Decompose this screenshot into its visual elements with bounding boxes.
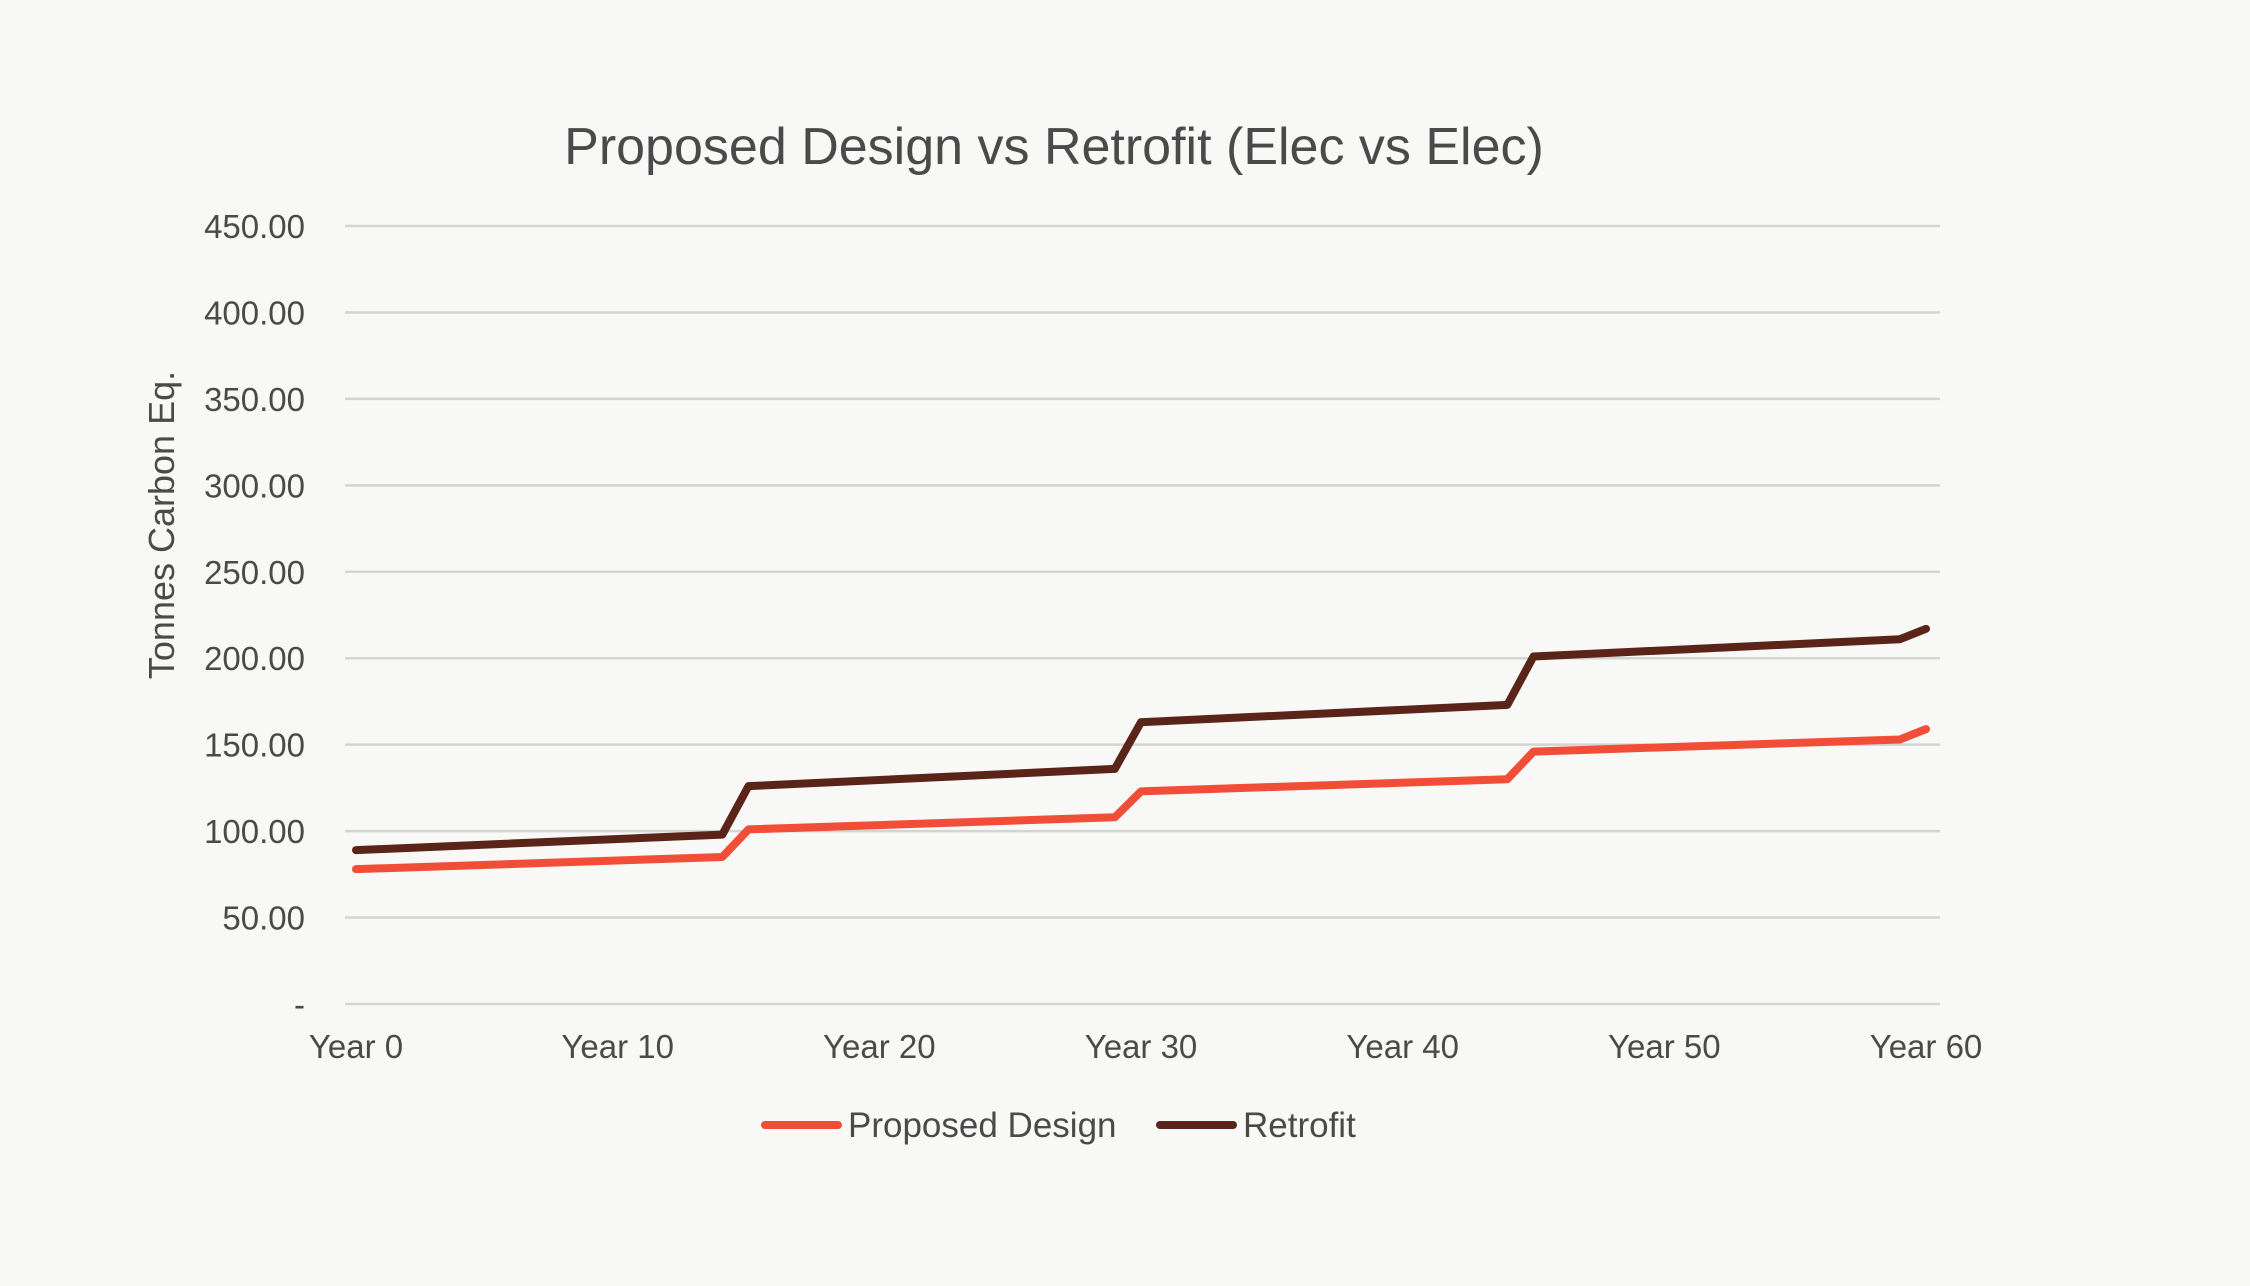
x-tick-label: Year 30 — [1085, 1028, 1198, 1065]
x-tick-label: Year 50 — [1608, 1028, 1721, 1065]
y-axis-label: Tonnes Carbon Eq. — [141, 371, 182, 679]
legend-label: Retrofit — [1243, 1106, 1356, 1145]
y-tick-label: 100.00 — [204, 813, 305, 850]
x-tick-label: Year 0 — [309, 1028, 403, 1065]
x-tick-label: Year 60 — [1870, 1028, 1983, 1065]
y-tick-label: 400.00 — [204, 294, 305, 331]
y-axis-ticks: - 50.00 100.00 150.00 200.00 250.00 300.00 350.… — [204, 208, 305, 1023]
series-lines — [352, 624, 1930, 874]
x-tick-label: Year 10 — [561, 1028, 674, 1065]
series-line-proposed-design — [352, 725, 1930, 874]
chart-title: Proposed Design vs Retrofit (Elec vs Ele… — [564, 118, 1544, 176]
gridlines — [345, 224, 1940, 1006]
y-tick-label: 50.00 — [222, 900, 305, 937]
y-tick-label: 300.00 — [204, 467, 305, 504]
y-tick-label: 250.00 — [204, 554, 305, 591]
x-axis-ticks: Year 0 Year 10 Year 20 Year 30 Year 40 Year 5… — [309, 1028, 1982, 1065]
y-tick-label: - — [294, 986, 305, 1023]
legend: Proposed Design Retrofit — [761, 1106, 1356, 1145]
y-tick-label: 150.00 — [204, 727, 305, 764]
x-tick-label: Year 20 — [823, 1028, 936, 1065]
y-tick-label: 350.00 — [204, 381, 305, 418]
series-line-retrofit — [352, 624, 1930, 855]
y-tick-label: 200.00 — [204, 640, 305, 677]
legend-label: Proposed Design — [848, 1106, 1117, 1145]
y-tick-label: 450.00 — [204, 208, 305, 245]
x-tick-label: Year 40 — [1346, 1028, 1459, 1065]
